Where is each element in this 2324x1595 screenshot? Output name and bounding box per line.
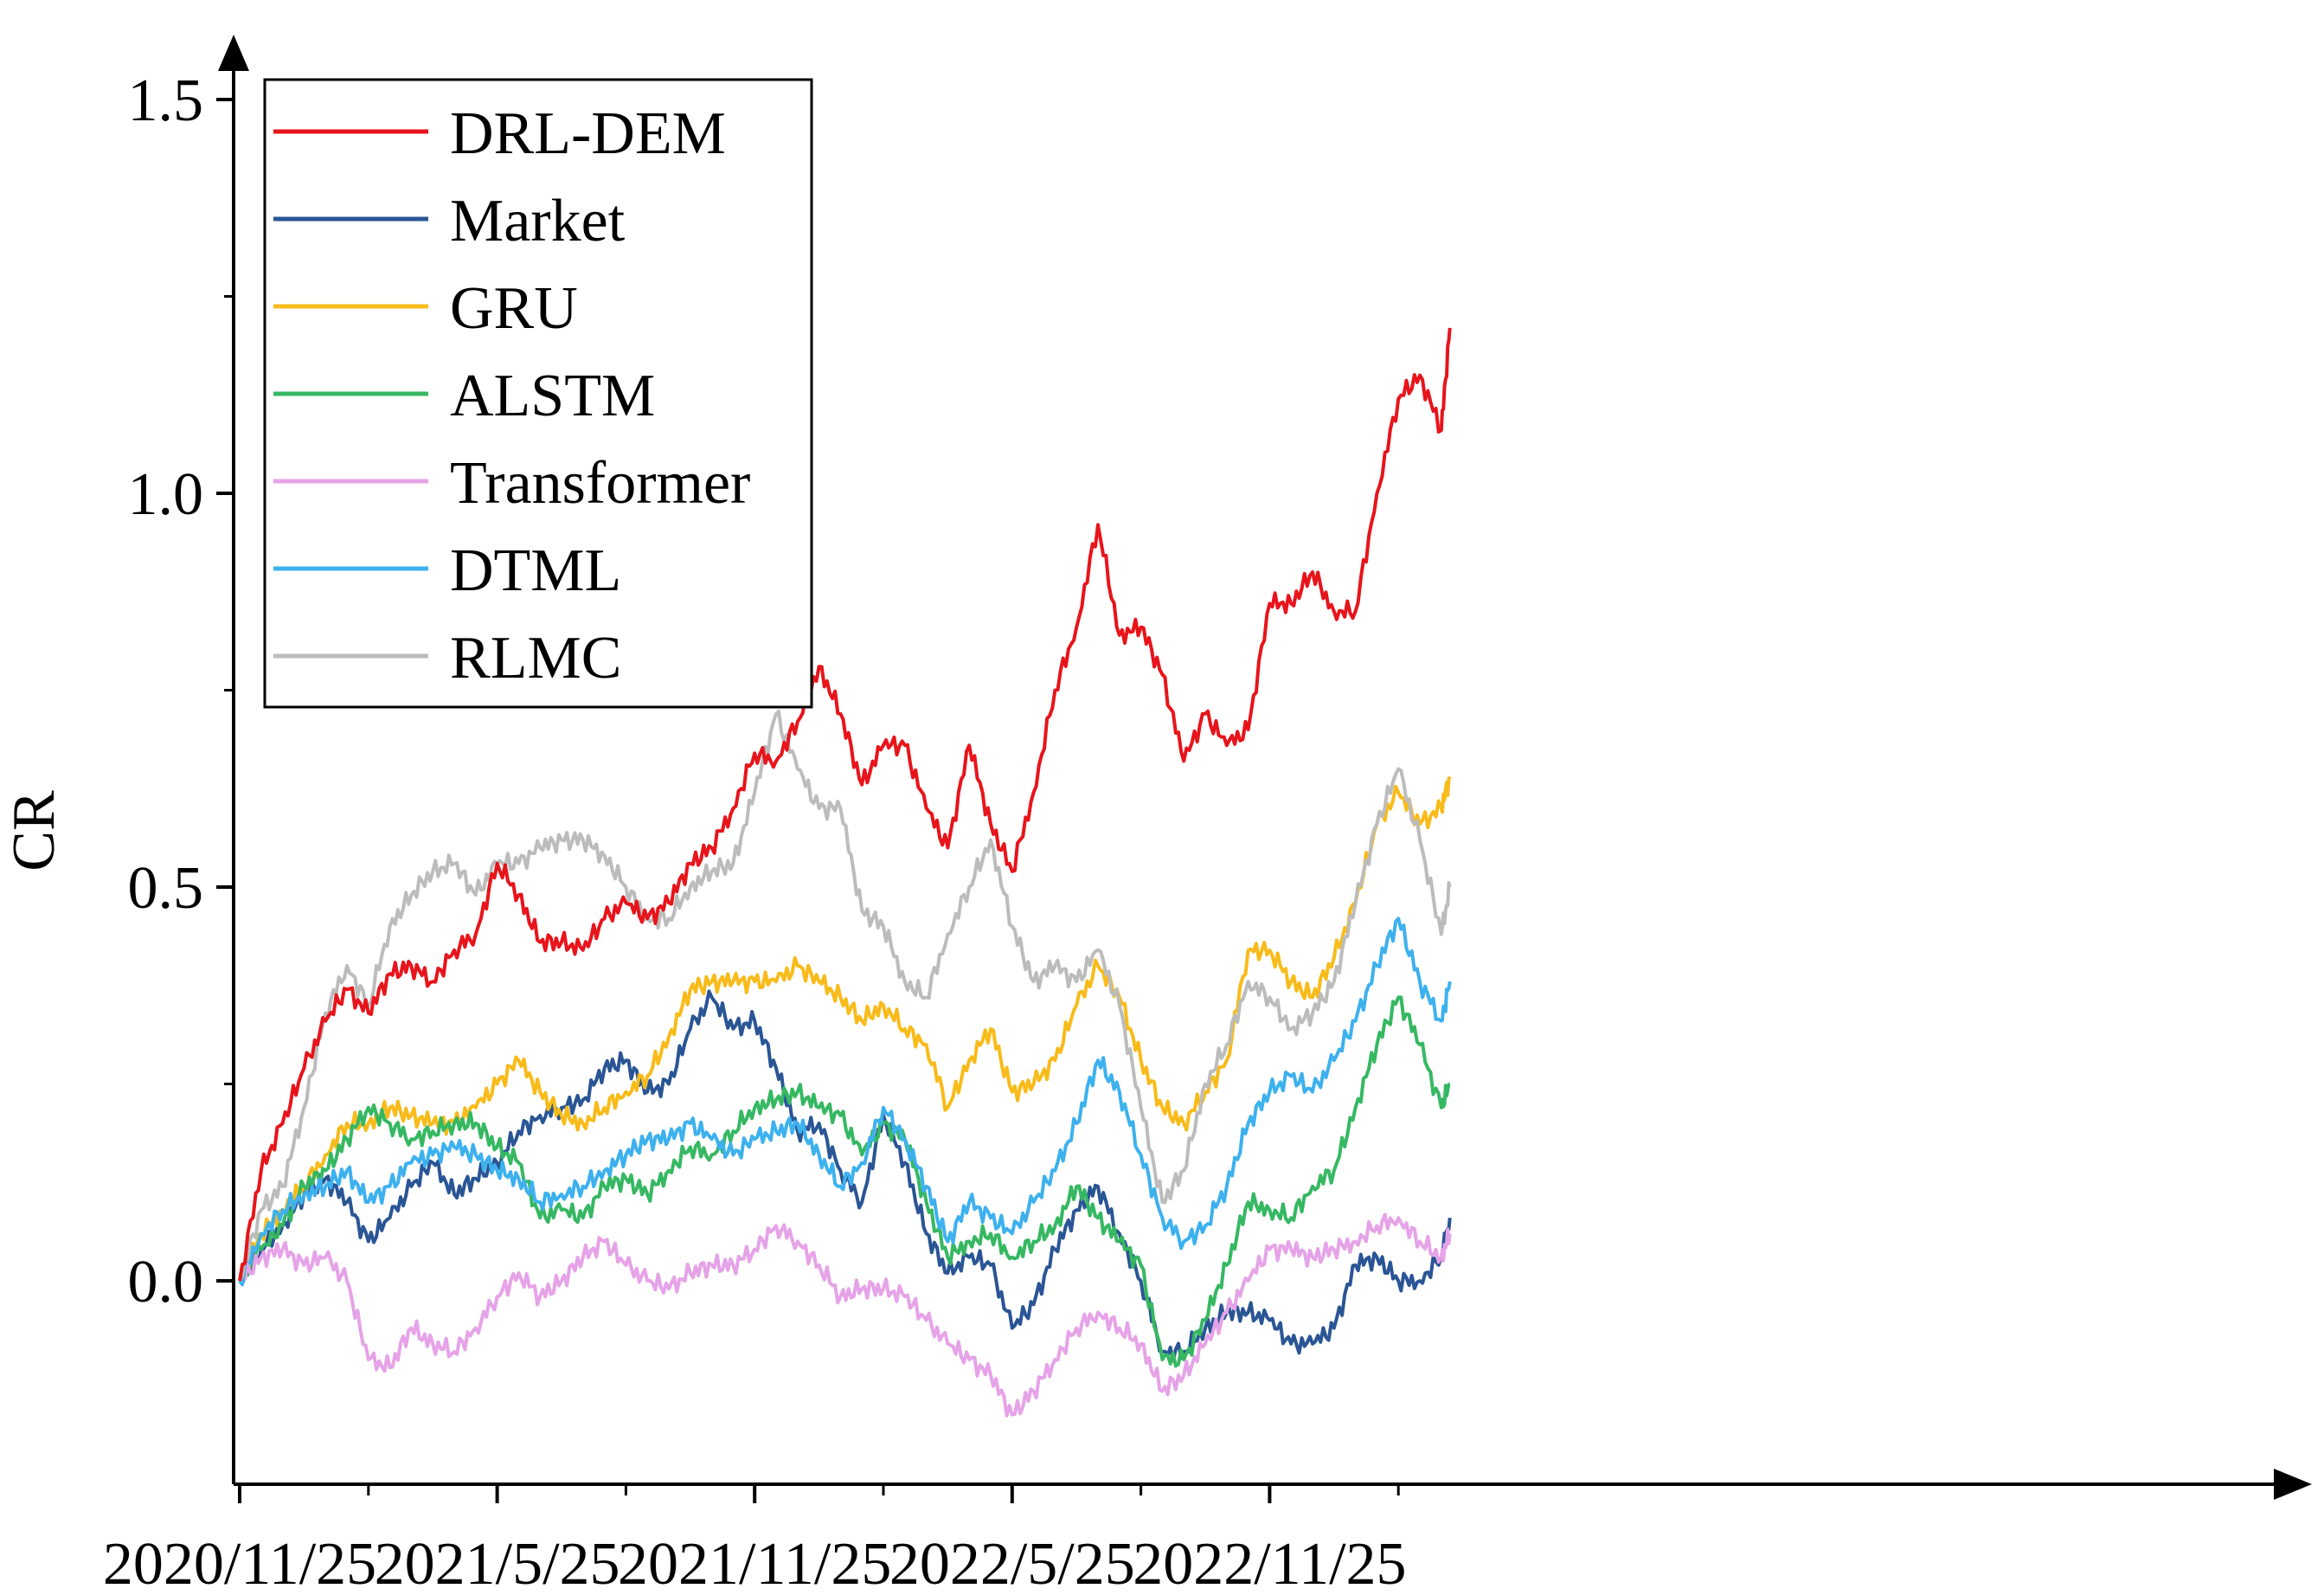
series-line-market bbox=[238, 989, 1452, 1363]
series-line-dtml bbox=[238, 916, 1452, 1287]
y-axis-label: CR bbox=[1, 790, 67, 871]
legend-label-rlmc: RLMC bbox=[450, 625, 621, 691]
y-tick-label: 0.0 bbox=[128, 1249, 204, 1315]
x-tick-label: 2022/5/25 bbox=[889, 1531, 1135, 1595]
x-tick-label: 2021/5/25 bbox=[375, 1531, 620, 1595]
legend-label-gru: GRU bbox=[450, 275, 578, 342]
y-axis-arrow bbox=[218, 35, 249, 71]
legend: DRL-DEM Market GRU ALSTM Transformer DTML RLMC bbox=[263, 78, 813, 709]
x-tick-label: 2021/11/25 bbox=[618, 1531, 891, 1595]
y-tick-label: 1.0 bbox=[128, 461, 204, 528]
series-layer bbox=[238, 327, 1452, 1418]
series-line-alstm bbox=[238, 995, 1451, 1368]
legend-label-alstm: ALSTM bbox=[450, 363, 655, 429]
series-line-gru bbox=[238, 775, 1452, 1283]
y-tick-label: 0.5 bbox=[128, 855, 204, 922]
legend-label-market: Market bbox=[450, 188, 626, 254]
legend-label-drl-dem: DRL-DEM bbox=[450, 100, 726, 167]
axes bbox=[218, 35, 2312, 1500]
ticks: 0.0 0.5 1.0 1.5 2020/11/252021/5/252021/11/2… bbox=[103, 68, 1407, 1595]
series-line-drl-dem bbox=[238, 327, 1452, 1282]
series-line-rlmc bbox=[238, 709, 1452, 1282]
x-axis-arrow bbox=[2274, 1469, 2312, 1500]
series-line-transformer bbox=[238, 1212, 1452, 1418]
x-tick-label: 2022/11/25 bbox=[1133, 1531, 1406, 1595]
legend-label-transformer: Transformer bbox=[450, 450, 750, 517]
y-tick-label: 1.5 bbox=[128, 68, 204, 134]
x-tick-label: 2020/11/25 bbox=[103, 1531, 376, 1595]
legend-label-dtml: DTML bbox=[450, 537, 621, 604]
